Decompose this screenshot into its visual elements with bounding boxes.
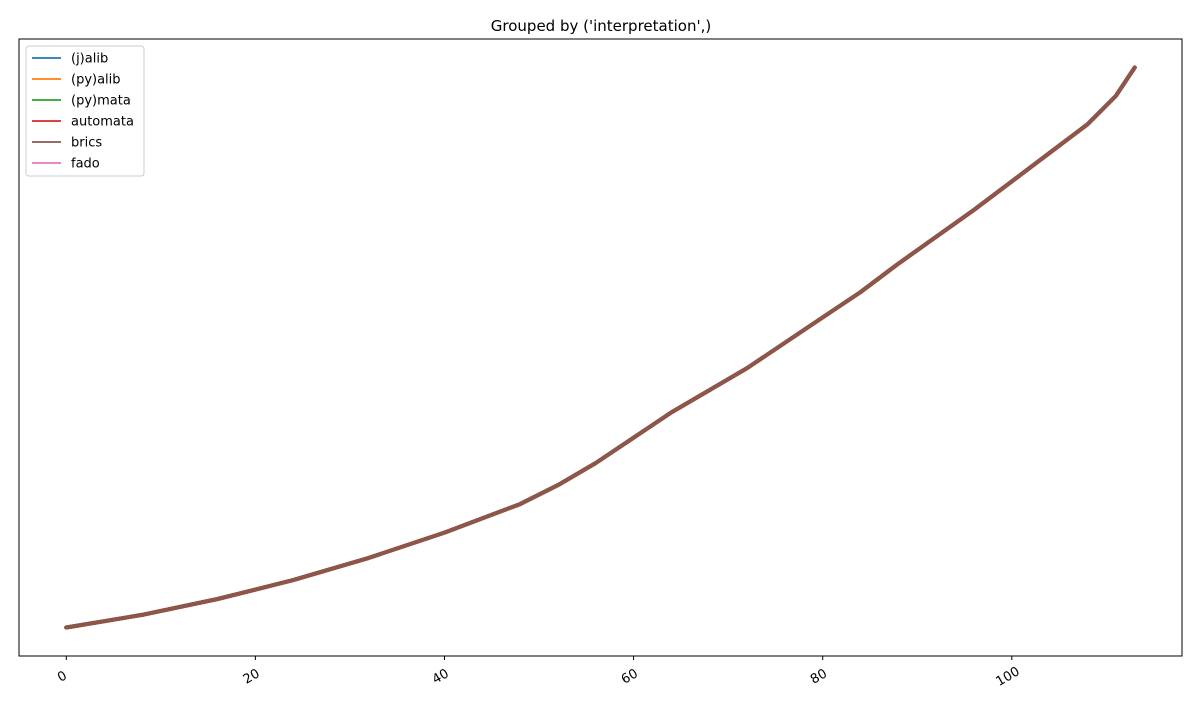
legend-label: (py)mata	[71, 94, 131, 109]
legend-label: brics	[71, 136, 102, 151]
legend: (j)alib (py)alib (py)mata automata brics fado	[25, 45, 145, 177]
x-tick-label: 0	[55, 668, 70, 685]
plot-area	[18, 38, 1183, 657]
x-tick-label: 20	[241, 666, 263, 687]
chart-title: Grouped by ('interpretation',)	[491, 17, 711, 35]
series-layer	[64, 65, 1137, 630]
legend-label: (py)alib	[71, 73, 121, 88]
legend-label: (j)alib	[71, 52, 108, 67]
x-axis: 0 20 40 60 80 100	[55, 656, 1023, 690]
x-tick-label: 100	[994, 664, 1023, 689]
x-tick-label: 80	[808, 666, 830, 687]
x-tick-label: 40	[430, 666, 452, 687]
series-line-4	[64, 65, 1137, 630]
legend-label: fado	[71, 157, 100, 172]
legend-label: automata	[71, 115, 134, 130]
x-tick-label: 60	[619, 666, 641, 687]
